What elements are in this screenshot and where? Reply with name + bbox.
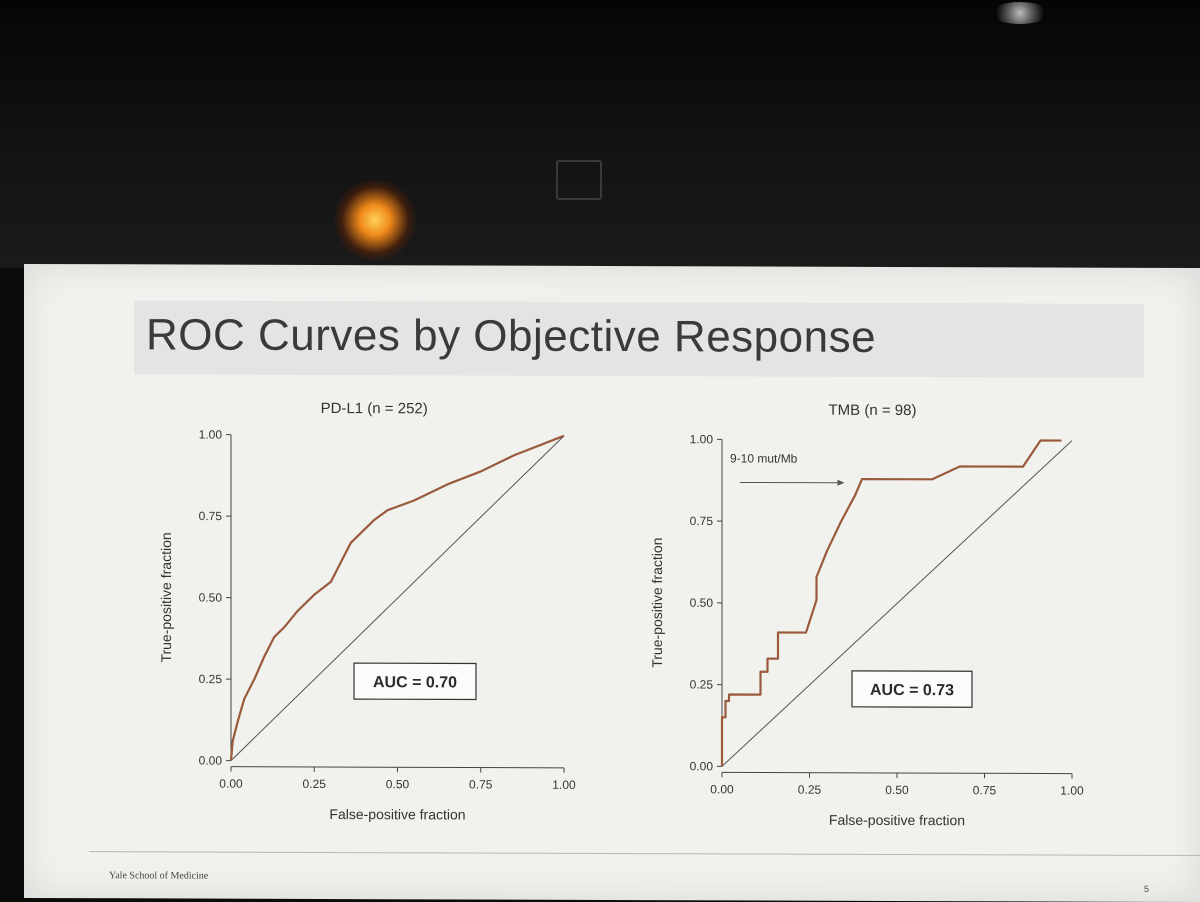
x-tick-label: 1.00 <box>552 778 576 792</box>
reference-diagonal <box>231 435 564 762</box>
auc-label: AUC = 0.70 <box>373 674 457 691</box>
threshold-label: 9-10 mut/Mb <box>730 451 798 465</box>
presentation-slide: ROC Curves by Objective Response PD-L1 (… <box>24 264 1200 902</box>
page-number: 5 <box>1144 884 1149 894</box>
footer-divider <box>89 851 1200 856</box>
y-axis-label: True-positive fraction <box>158 532 174 662</box>
y-tick-label: 0.25 <box>690 678 714 692</box>
auc-label: AUC = 0.73 <box>870 682 954 699</box>
y-tick-label: 1.00 <box>199 428 223 442</box>
y-tick-label: 0.50 <box>690 596 714 610</box>
room-background <box>0 0 1200 268</box>
ceiling-light <box>330 180 420 260</box>
x-tick-label: 0.75 <box>973 783 997 797</box>
y-tick-label: 1.00 <box>690 432 714 446</box>
y-tick-label: 0.00 <box>690 759 714 773</box>
roc-chart-tmb: TMB (n = 98) 0.00 0.25 0.50 0.75 1.00 0.00 0.25… <box>624 266 1200 848</box>
chart-title: PD-L1 (n = 252) <box>321 400 428 417</box>
y-tick-label: 0.25 <box>199 672 223 686</box>
footer-institution: Yale School of Medicine <box>109 870 208 881</box>
roc-chart-pdl1: PD-L1 (n = 252) 0.00 0.25 0.50 0.75 1.00 0.00 0… <box>24 264 624 846</box>
x-tick-label: 0.50 <box>885 783 909 797</box>
x-axis-label: False-positive fraction <box>329 806 465 822</box>
chart-title: TMB (n = 98) <box>829 402 917 419</box>
x-tick-label: 0.50 <box>386 777 410 791</box>
threshold-arrow-head <box>838 480 845 486</box>
y-tick-label: 0.75 <box>690 514 714 528</box>
y-tick-label: 0.75 <box>199 509 223 523</box>
y-tick-label: 0.00 <box>199 754 223 768</box>
x-tick-label: 1.00 <box>1060 784 1084 798</box>
x-axis-label: False-positive fraction <box>829 812 965 828</box>
x-tick-label: 0.25 <box>798 783 822 797</box>
y-axis-label: True-positive fraction <box>649 538 665 668</box>
reference-diagonal <box>722 439 1072 767</box>
x-tick-label: 0.00 <box>710 782 734 796</box>
x-tick-label: 0.75 <box>469 778 493 792</box>
y-tick-label: 0.50 <box>199 591 223 605</box>
x-tick-label: 0.00 <box>219 777 243 791</box>
ceiling-spotlight <box>990 2 1050 24</box>
ceiling-fixture <box>556 160 602 200</box>
x-tick-label: 0.25 <box>303 777 327 791</box>
